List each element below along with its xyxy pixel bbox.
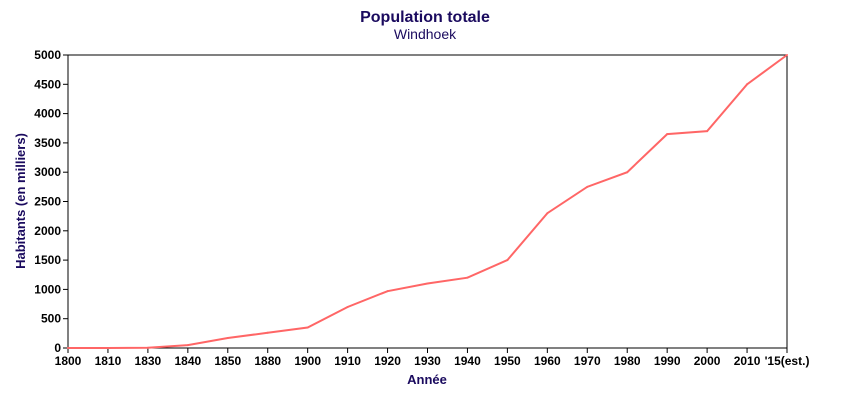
data-point-'15(est.) [786, 54, 788, 56]
x-tick-label: 1980 [614, 354, 641, 368]
x-tick-label: 1800 [55, 354, 82, 368]
y-axis-label: Habitants (en milliers) [13, 133, 28, 269]
data-point-1960 [546, 212, 549, 215]
y-tick-label: 2500 [34, 195, 61, 209]
x-tick-label: 1850 [214, 354, 241, 368]
y-tick-label: 4000 [34, 107, 61, 121]
data-point-2010 [746, 83, 749, 86]
y-tick-label: 3000 [34, 165, 61, 179]
x-tick-label: '15(est.) [765, 354, 810, 368]
series-line [68, 54, 788, 349]
x-tick-label: 1950 [494, 354, 521, 368]
data-point-1840 [186, 344, 189, 347]
data-point-2000 [706, 130, 709, 133]
data-point-1850 [226, 337, 229, 340]
data-point-1940 [466, 276, 469, 279]
data-point-1950 [506, 259, 509, 262]
y-tick-label: 3500 [34, 136, 61, 150]
data-point-1930 [426, 282, 429, 285]
data-point-1800 [67, 347, 69, 349]
x-tick-label: 2000 [694, 354, 721, 368]
x-tick-label: 1930 [414, 354, 441, 368]
data-point-1990 [666, 133, 669, 136]
data-point-1900 [306, 326, 309, 329]
x-tick-label: 1960 [534, 354, 561, 368]
data-point-1920 [386, 290, 389, 293]
x-tick-label: 1840 [174, 354, 201, 368]
data-point-1980 [626, 171, 629, 174]
y-tick-label: 0 [54, 341, 61, 355]
x-tick-label: 1970 [574, 354, 601, 368]
y-tick-label: 2000 [34, 224, 61, 238]
data-point-1970 [586, 185, 589, 188]
x-tick-label: 1910 [334, 354, 361, 368]
data-point-1910 [346, 305, 349, 308]
y-tick-label: 500 [41, 312, 61, 326]
x-axis-label: Année [407, 372, 447, 387]
data-point-1880 [266, 331, 269, 334]
y-tick-label: 1000 [34, 282, 61, 296]
x-tick-label: 1810 [95, 354, 122, 368]
y-tick-label: 1500 [34, 253, 61, 267]
x-tick-label: 1990 [654, 354, 681, 368]
x-tick-label: 1880 [254, 354, 281, 368]
x-tick-label: 1900 [294, 354, 321, 368]
x-tick-label: 2010 [734, 354, 761, 368]
y-tick-label: 5000 [34, 48, 61, 62]
x-tick-label: 1920 [374, 354, 401, 368]
chart-subtitle: Windhoek [394, 26, 457, 42]
plot-area [67, 54, 788, 349]
y-tick-label: 4500 [34, 77, 61, 91]
data-point-1830 [146, 346, 149, 349]
data-point-1810 [106, 347, 109, 349]
x-tick-label: 1940 [454, 354, 481, 368]
chart-title: Population totale [360, 9, 490, 26]
x-tick-label: 1830 [135, 354, 162, 368]
